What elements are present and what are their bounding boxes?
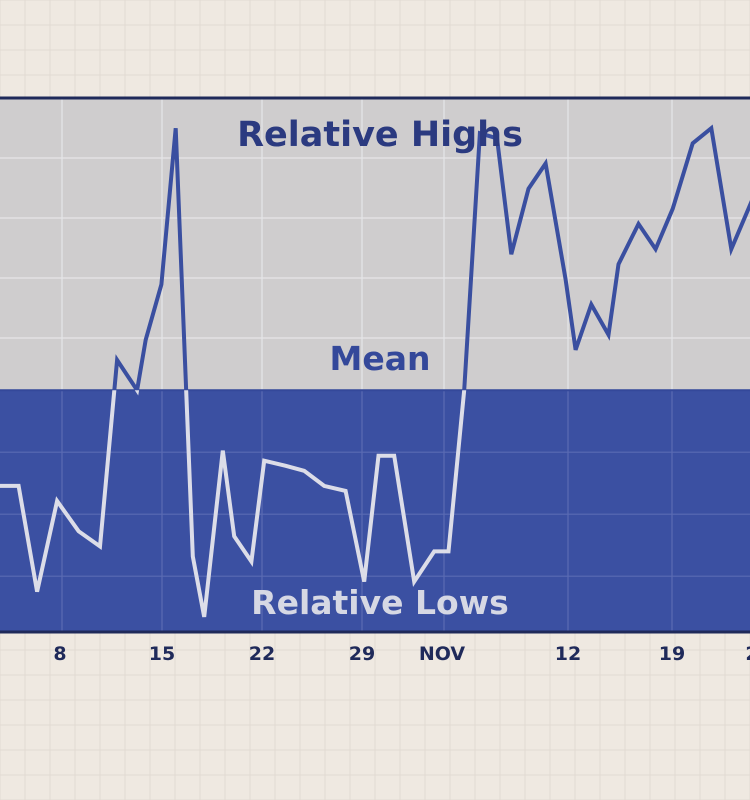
x-axis-ticks: 8 15 22 29 NOV 12 19 2 [53,643,750,665]
relative-lows-label: Relative Lows [251,583,509,622]
mean-label: Mean [330,339,431,378]
series-line [0,124,750,618]
x-tick-label: 22 [249,643,275,665]
x-tick-label: NOV [419,643,466,665]
series-line-above-mean [112,124,750,391]
x-tick-label: 29 [349,643,375,665]
x-tick-label: 2 [745,643,750,665]
series-line-below-mean [0,390,467,618]
relative-highs-label: Relative Highs [237,115,523,155]
x-tick-label: 8 [53,643,66,665]
plot-grid [0,98,750,632]
x-tick-label: 12 [555,643,581,665]
relative-lows-band [0,390,750,632]
x-tick-label: 19 [659,643,685,665]
plot-frame [0,96,750,634]
x-tick-label: 15 [149,643,175,665]
relative-highs-band [0,98,750,391]
